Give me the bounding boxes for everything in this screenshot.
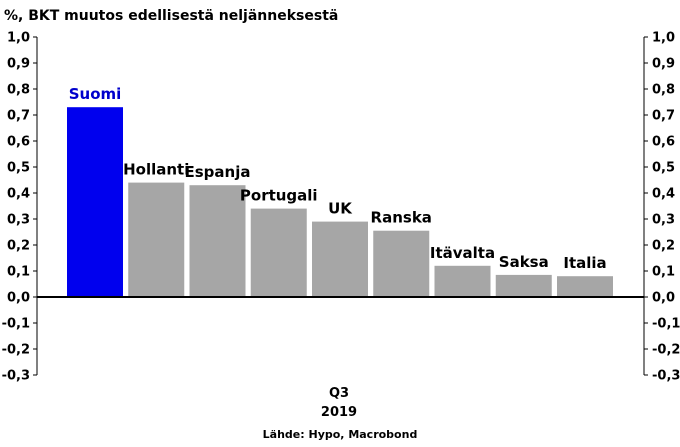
y-tick-label-right: 1,0 xyxy=(652,31,675,46)
bar-portugali xyxy=(250,208,307,297)
bar-suomi xyxy=(67,107,123,297)
bars xyxy=(37,107,644,298)
y-tick-label-left: 0,1 xyxy=(7,265,30,280)
y-tick-label-right: 0,8 xyxy=(652,83,675,98)
y-tick-label-right: 0,5 xyxy=(652,161,675,176)
y-tick-label-left: 0,3 xyxy=(7,213,30,228)
y-tick-label-right: 0,1 xyxy=(652,265,675,280)
y-tick-label-right: -0,2 xyxy=(652,343,680,358)
y-tick-label-left: -0,1 xyxy=(2,317,30,332)
bar-espanja xyxy=(189,185,246,297)
bar-label-saksa: Saksa xyxy=(499,253,549,271)
y-tick-label-left: 0,6 xyxy=(7,135,30,150)
y-tick-label-left: 0,5 xyxy=(7,161,30,176)
y-tick-label-left: 0,8 xyxy=(7,83,30,98)
bar-ranska xyxy=(373,230,430,297)
bar-saksa xyxy=(495,274,552,297)
y-tick-label-left: -0,3 xyxy=(2,369,30,384)
bar-italia xyxy=(557,276,613,297)
chart-title: %, BKT muutos edellisestä neljänneksestä xyxy=(4,8,338,24)
source-note: Lähde: Hypo, Macrobond xyxy=(263,428,418,441)
y-tick-label-left: 0,0 xyxy=(7,291,30,306)
y-tick-label-right: 0,2 xyxy=(652,239,675,254)
y-tick-label-right: 0,9 xyxy=(652,57,675,72)
y-tick-label-left: 1,0 xyxy=(7,31,30,46)
bar-label-suomi: Suomi xyxy=(69,85,122,103)
y-tick-label-right: 0,7 xyxy=(652,109,675,124)
axes: 1,0 1,0 0,9 0,9 0,8 0,8 0,7 0,7 0,6 0,6 0,5 0,5 0,4 0… xyxy=(2,31,680,384)
y-tick-label-right: -0,3 xyxy=(652,369,680,384)
y-tick-label-right: 0,0 xyxy=(652,291,675,306)
bar-label-italia: Italia xyxy=(563,254,606,272)
y-tick-label-left: 0,7 xyxy=(7,109,30,124)
y-tick-label-left: 0,9 xyxy=(7,57,30,72)
y-tick-label-right: -0,1 xyxy=(652,317,680,332)
bar-label-ranska: Ranska xyxy=(371,209,432,227)
bar-uk xyxy=(312,221,368,297)
y-tick-label-right: 0,3 xyxy=(652,213,675,228)
x-period-quarter: Q3 xyxy=(329,386,349,401)
y-tick-label-right: 0,6 xyxy=(652,135,675,150)
y-tick-label-right: 0,4 xyxy=(652,187,675,202)
bar-label-itävalta: Itävalta xyxy=(430,244,495,262)
x-period-year: 2019 xyxy=(321,405,357,420)
y-tick-label-left: -0,2 xyxy=(2,343,30,358)
bar-itävalta xyxy=(434,265,491,297)
bar-hollanti xyxy=(128,182,185,297)
y-tick-label-left: 0,2 xyxy=(7,239,30,254)
y-tick-label-left: 0,4 xyxy=(7,187,30,202)
bar-label-portugali: Portugali xyxy=(240,187,318,205)
bar-label-uk: UK xyxy=(328,200,353,218)
bar-label-espanja: Espanja xyxy=(185,163,251,181)
bar-label-hollanti: Hollanti xyxy=(123,161,189,179)
